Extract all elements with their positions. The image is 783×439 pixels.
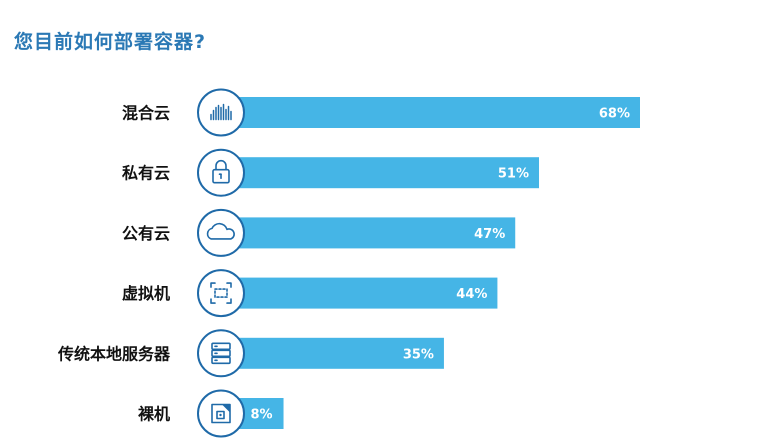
category-label: 裸机 — [138, 405, 170, 424]
value-label: 68% — [599, 107, 630, 122]
value-label: 44% — [456, 287, 487, 302]
category-label: 私有云 — [122, 164, 170, 183]
bar — [236, 337, 444, 369]
bare-metal-chip-icon — [197, 389, 245, 438]
category-label: 传统本地服务器 — [57, 344, 171, 363]
value-label: 35% — [403, 347, 434, 362]
bar — [236, 157, 539, 189]
bar — [236, 97, 640, 128]
virtual-machine-icon — [197, 269, 245, 318]
value-label: 51% — [498, 167, 529, 182]
sound-wave-icon — [197, 88, 245, 137]
bar — [236, 277, 498, 309]
value-label: 8% — [250, 408, 272, 423]
category-label: 混合云 — [122, 104, 170, 123]
category-label: 公有云 — [122, 224, 170, 243]
value-label: 47% — [474, 227, 505, 242]
padlock-icon — [197, 148, 245, 197]
bar — [236, 217, 516, 249]
cloud-icon — [197, 208, 245, 257]
category-label: 虚拟机 — [122, 284, 170, 303]
chart-title: 您目前如何部署容器? — [14, 31, 207, 53]
server-icon — [197, 329, 245, 378]
